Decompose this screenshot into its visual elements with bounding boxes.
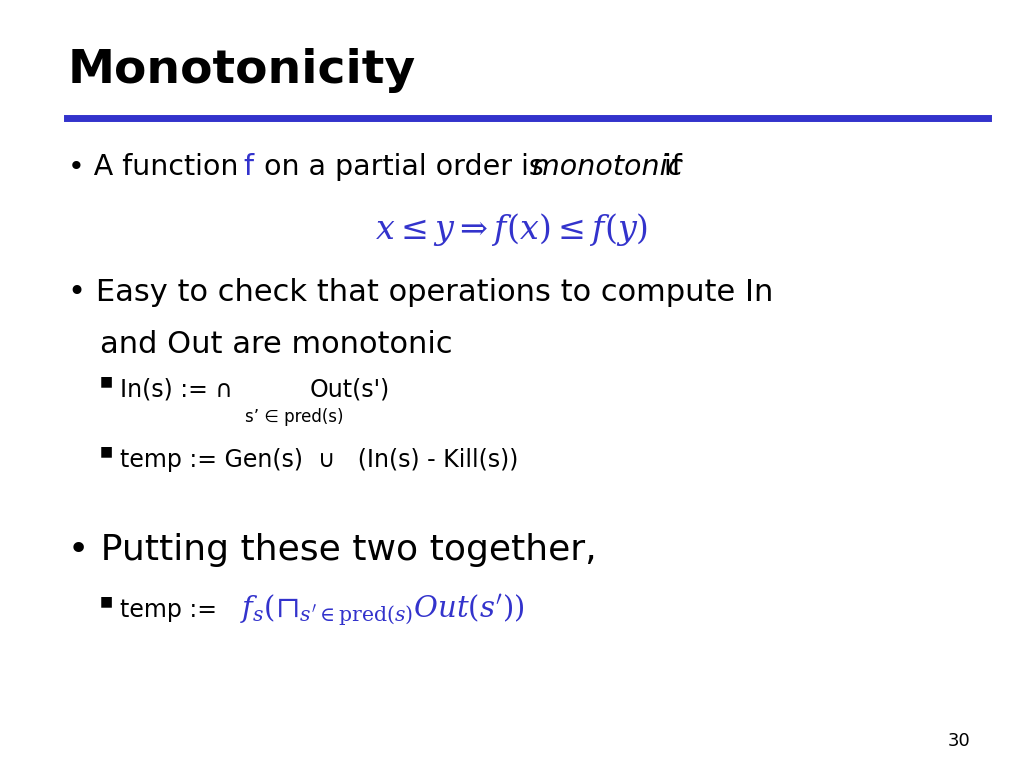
Text: ■: ■	[100, 444, 113, 458]
Text: f: f	[243, 153, 253, 181]
Text: s’ ∈ pred(s): s’ ∈ pred(s)	[245, 408, 343, 426]
Text: • Easy to check that operations to compute In: • Easy to check that operations to compu…	[68, 278, 773, 307]
Text: $f_s(\sqcap_{s'\in\mathrm{pred}(s)}Out(s'))$: $f_s(\sqcap_{s'\in\mathrm{pred}(s)}Out(s…	[240, 592, 524, 627]
Text: temp :=: temp :=	[120, 598, 217, 622]
Text: ■: ■	[100, 374, 113, 388]
Text: $x \leq y \Rightarrow f(x) \leq f(y)$: $x \leq y \Rightarrow f(x) \leq f(y)$	[376, 211, 648, 248]
Text: 30: 30	[947, 732, 970, 750]
Text: In(s) := ∩: In(s) := ∩	[120, 378, 232, 402]
Text: temp := Gen(s)  ∪   (In(s) - Kill(s)): temp := Gen(s) ∪ (In(s) - Kill(s))	[120, 448, 518, 472]
Text: Out(s'): Out(s')	[310, 378, 390, 402]
Text: • Putting these two together,: • Putting these two together,	[68, 533, 597, 567]
Text: Monotonicity: Monotonicity	[68, 48, 416, 93]
Text: if: if	[655, 153, 682, 181]
Text: on a partial order is: on a partial order is	[255, 153, 553, 181]
Text: • A function: • A function	[68, 153, 248, 181]
Text: and Out are monotonic: and Out are monotonic	[100, 330, 453, 359]
Text: ■: ■	[100, 594, 113, 608]
Text: monotonic: monotonic	[532, 153, 683, 181]
